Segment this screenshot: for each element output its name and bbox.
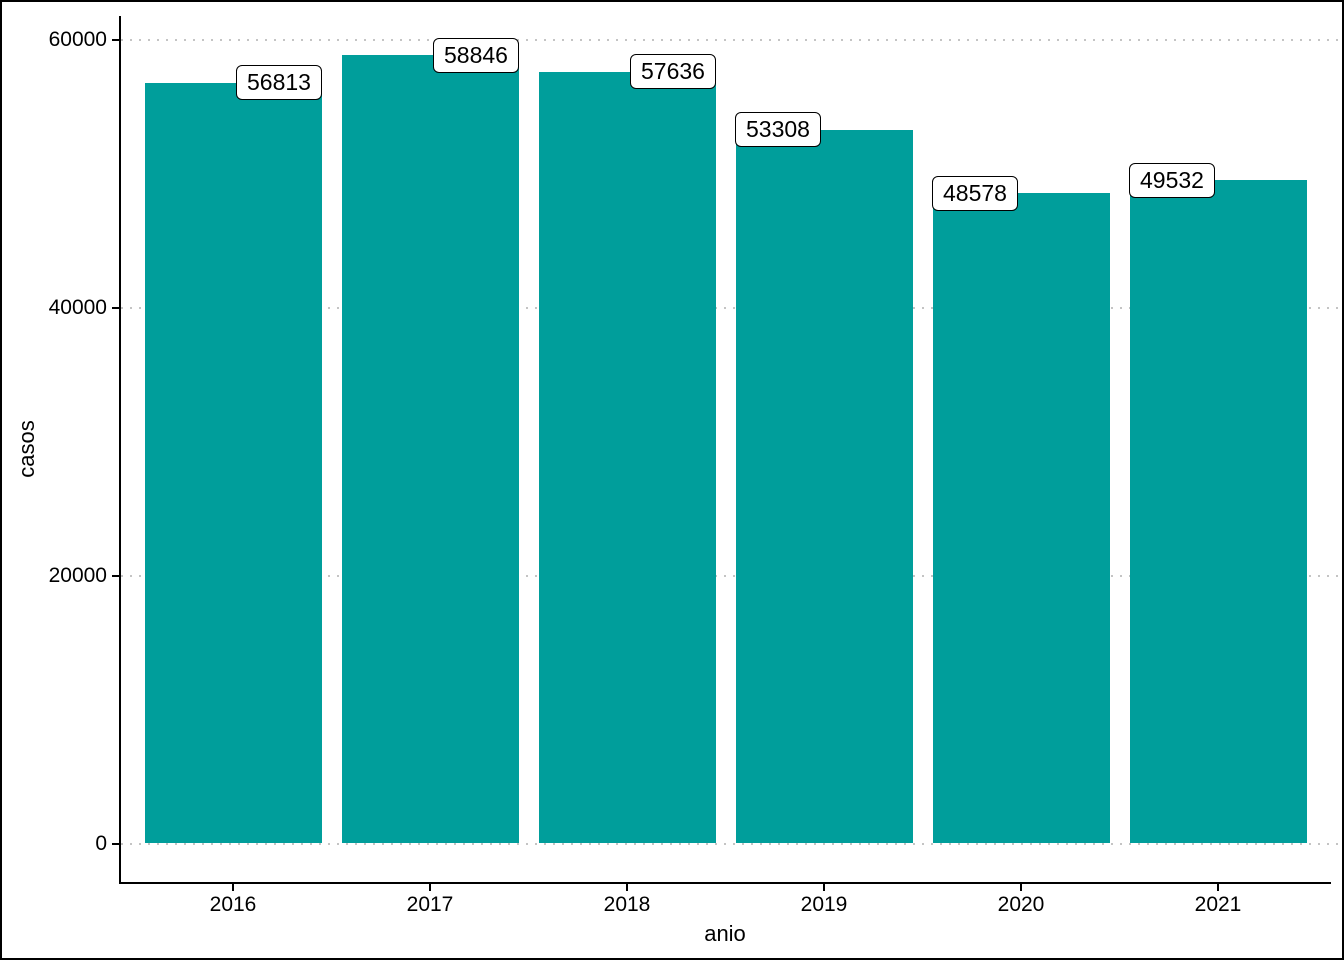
value-label-2020: 48578 <box>932 175 1018 211</box>
gridline-0 <box>121 843 1342 845</box>
x-tick-2021 <box>1217 883 1219 891</box>
bar-2017 <box>341 55 519 843</box>
y-tick-label-60000: 60000 <box>48 28 107 51</box>
x-tick-label-2019: 2019 <box>800 893 848 916</box>
x-axis-title: anio <box>665 921 785 947</box>
y-tick-label-40000: 40000 <box>48 296 107 319</box>
value-label-2016: 56813 <box>236 65 322 101</box>
y-tick-label-20000: 20000 <box>48 564 107 587</box>
bar-2018 <box>538 71 716 843</box>
y-axis-line <box>119 16 121 883</box>
x-tick-2020 <box>1020 883 1022 891</box>
y-tick-0 <box>112 843 120 845</box>
x-tick-label-2018: 2018 <box>603 893 651 916</box>
x-tick-2018 <box>626 883 628 891</box>
x-tick-label-2016: 2016 <box>209 893 257 916</box>
x-tick-label-2021: 2021 <box>1194 893 1242 916</box>
y-tick-40000 <box>112 307 120 309</box>
x-tick-label-2017: 2017 <box>406 893 454 916</box>
y-axis-title: casos <box>12 389 42 509</box>
bar-2019 <box>735 129 913 843</box>
gridline-20000 <box>121 575 1342 577</box>
bar-2021 <box>1129 180 1307 843</box>
x-tick-2017 <box>429 883 431 891</box>
x-tick-label-2020: 2020 <box>997 893 1045 916</box>
bar-2020 <box>932 193 1110 843</box>
bar-2016 <box>144 82 322 843</box>
x-axis-line <box>119 882 1331 884</box>
value-label-2021: 49532 <box>1129 162 1215 198</box>
value-label-2019: 53308 <box>735 112 821 148</box>
x-axis-title-text: anio <box>704 921 746 946</box>
gridline-40000 <box>121 307 1342 309</box>
gridline-60000 <box>121 39 1342 41</box>
y-axis-title-text: casos <box>14 420 39 478</box>
x-tick-2019 <box>823 883 825 891</box>
value-label-2018: 57636 <box>630 54 716 90</box>
y-tick-20000 <box>112 575 120 577</box>
value-label-2017: 58846 <box>433 37 519 73</box>
x-tick-2016 <box>232 883 234 891</box>
y-tick-60000 <box>112 39 120 41</box>
y-tick-label-0: 0 <box>95 832 107 855</box>
